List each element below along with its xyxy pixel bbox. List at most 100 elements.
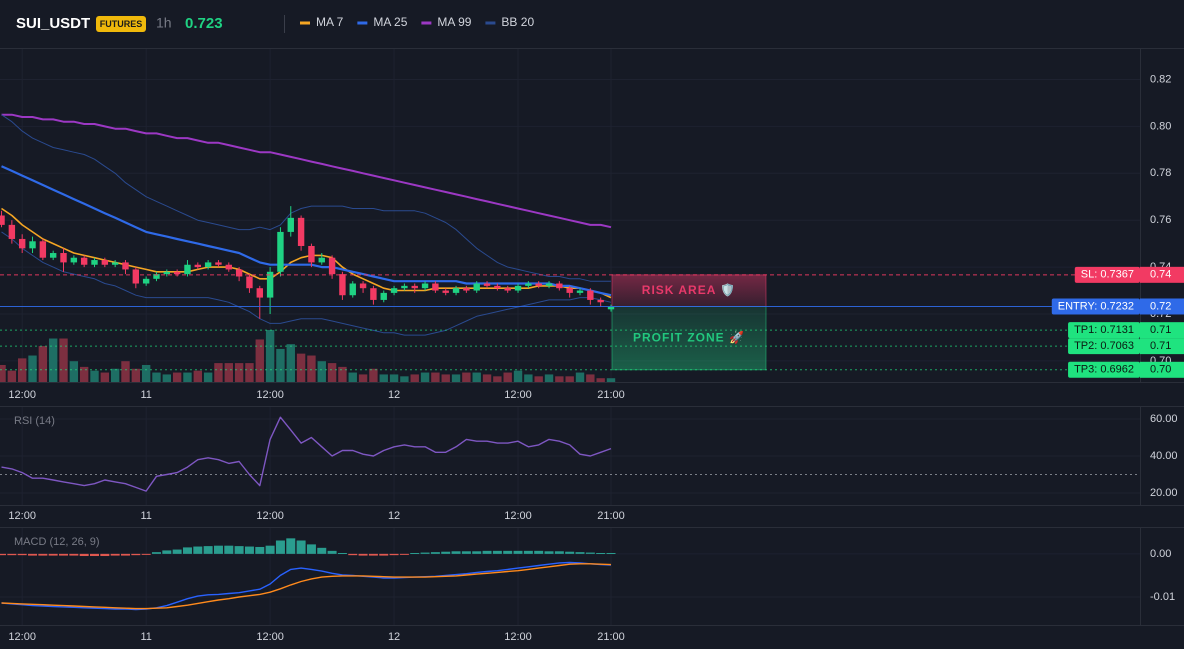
level-tag (1074, 266, 1140, 283)
volume-bar (379, 374, 388, 382)
candle-body (328, 257, 336, 275)
zone (611, 305, 767, 371)
volume-bar (203, 372, 213, 382)
histogram-bar (410, 553, 420, 555)
histogram-bar (399, 553, 409, 555)
volume-bar (369, 368, 378, 382)
histogram-bar (596, 553, 606, 555)
x-tick-label: 21:00 (597, 510, 625, 522)
volume-bar (482, 374, 492, 382)
volume-bar (400, 376, 409, 382)
volume-bar (348, 372, 357, 382)
histogram-bar (441, 551, 451, 554)
histogram-bar (182, 547, 192, 554)
candle-body (380, 292, 387, 300)
x-tick-label: 12 (388, 631, 400, 643)
histogram-bar (544, 551, 554, 554)
level-tag-label: TP2: 0.7063 (1074, 340, 1134, 352)
volume-bar (69, 361, 79, 382)
level-tag (1068, 338, 1140, 355)
x-tick-label: 12:00 (504, 389, 532, 401)
candle-body (349, 283, 356, 296)
histogram-bar (482, 550, 492, 554)
volume-bar (141, 364, 151, 382)
candle-body (432, 283, 439, 291)
histogram-bar (523, 550, 533, 554)
candle-body (483, 283, 491, 286)
level-tag-label: ENTRY: 0.7232 (1058, 300, 1134, 312)
volume-bar (110, 368, 120, 382)
axis-tag (1140, 338, 1184, 355)
axis-tag-label: 0.71 (1150, 340, 1171, 352)
ma-line (1, 165, 612, 297)
volume-bar (265, 330, 275, 382)
histogram-bar (348, 553, 358, 556)
candle-body (184, 264, 191, 275)
x-tick-label: 12:00 (8, 631, 36, 643)
histogram-bar (162, 550, 172, 554)
histogram-bar (492, 550, 502, 554)
x-tick-label: 11 (140, 389, 151, 401)
histogram-bar (379, 553, 389, 556)
x-tick-label: 12:00 (8, 389, 36, 401)
candle-body (70, 257, 78, 263)
histogram-bar (554, 551, 564, 554)
candle-body (277, 231, 284, 272)
candle-body (390, 288, 398, 293)
legend-label: MA 25 (373, 15, 407, 29)
axis-tag-label: 0.74 (1150, 269, 1171, 281)
histogram-bar (430, 552, 440, 554)
histogram-bar (265, 545, 275, 554)
volume-bar (606, 378, 616, 382)
histogram-bar (120, 553, 130, 556)
volume-bar (524, 374, 533, 382)
histogram-bar (193, 546, 203, 554)
volume-bar (17, 358, 27, 382)
x-tick-label: 12:00 (504, 631, 532, 643)
volume-bar (327, 363, 337, 382)
legend-label: MA 7 (316, 15, 344, 29)
panel-title: MACD (12, 26, 9) (14, 536, 100, 548)
volume-bar (286, 344, 295, 382)
volume-bar (358, 374, 368, 382)
histogram-bar (172, 549, 182, 554)
legend-label: BB 20 (501, 15, 534, 29)
candle-body (8, 224, 16, 239)
x-tick-label: 12:00 (256, 631, 284, 643)
histogram-bar (472, 551, 482, 554)
histogram-bar (79, 553, 89, 557)
candle-body (359, 283, 367, 289)
y-tick-label: 20.00 (1150, 487, 1178, 499)
volume-bar (389, 374, 399, 382)
candle-body (266, 271, 274, 298)
candle-body (111, 262, 119, 265)
level-tag (1068, 361, 1140, 378)
histogram-bar (317, 547, 327, 554)
candle-body (49, 253, 57, 258)
histogram-bar (59, 553, 69, 556)
candle-body (421, 283, 429, 289)
candle-body (545, 283, 553, 286)
candle-body (308, 245, 315, 263)
bb-upper (1, 114, 611, 282)
volume-bar (565, 376, 574, 382)
volume-bar (503, 372, 512, 382)
candle-body (576, 290, 584, 293)
histogram-bar (141, 553, 151, 555)
candle-body (39, 241, 47, 258)
zone-label: RISK AREA 🛡️ (642, 283, 736, 297)
ma-line (1, 113, 612, 229)
volume-bar (338, 366, 347, 382)
candle-body (153, 274, 160, 279)
interval: 1h (156, 15, 172, 31)
candle-body (0, 215, 5, 225)
candle-body (235, 269, 243, 277)
candle-body (204, 262, 212, 268)
volume-bar (28, 355, 37, 382)
y-tick-label: 60.00 (1150, 413, 1178, 425)
candle-body (514, 285, 522, 291)
candle-body (256, 288, 263, 298)
candle-body (101, 260, 109, 265)
